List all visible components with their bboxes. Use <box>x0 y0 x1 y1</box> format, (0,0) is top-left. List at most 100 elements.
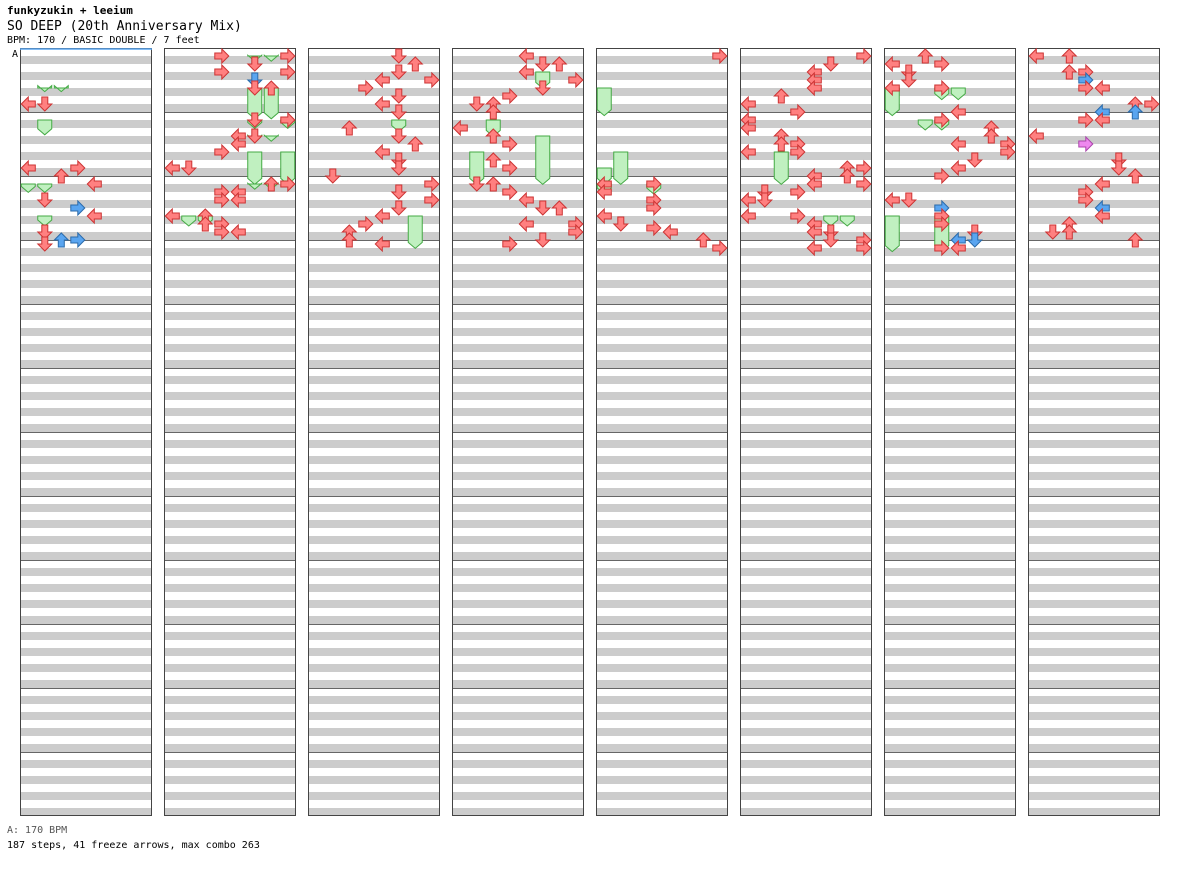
beat-stripe <box>164 584 296 592</box>
step-arrow <box>263 80 280 96</box>
beat-stripe <box>20 56 152 64</box>
beat-stripe <box>596 232 728 240</box>
beat-stripe <box>452 792 584 800</box>
beat-stripe <box>596 264 728 272</box>
beat-stripe <box>164 552 296 560</box>
beat-stripe <box>1028 712 1160 720</box>
beat-stripe <box>740 600 872 608</box>
beat-stripe <box>164 264 296 272</box>
step-arrow <box>934 167 950 185</box>
step-arrow <box>518 47 534 65</box>
step-arrow <box>518 215 534 233</box>
beat-stripe <box>452 184 584 192</box>
beat-stripe <box>452 88 584 96</box>
step-arrow <box>53 232 70 248</box>
step-arrow <box>324 168 342 184</box>
beat-stripe <box>884 536 1016 544</box>
step-arrow <box>773 88 790 104</box>
beat-stripe <box>164 456 296 464</box>
beat-stripe <box>164 616 296 624</box>
beat-stripe <box>596 552 728 560</box>
beat-stripe <box>884 424 1016 432</box>
beat-stripe <box>164 504 296 512</box>
step-arrow <box>1078 79 1094 97</box>
beat-stripe <box>596 568 728 576</box>
step-arrow <box>358 79 374 97</box>
step-arrow <box>712 239 728 257</box>
step-arrow <box>518 63 534 81</box>
freeze-arrow <box>884 215 900 253</box>
beat-stripe <box>1028 488 1160 496</box>
step-arrow <box>468 176 486 192</box>
beat-stripe <box>740 712 872 720</box>
beat-stripe <box>740 296 872 304</box>
beat-stripe <box>308 568 440 576</box>
beat-stripe <box>1028 328 1160 336</box>
step-arrow <box>773 136 790 152</box>
beat-stripe <box>1028 536 1160 544</box>
freeze-arrow <box>20 183 36 194</box>
bpm-marker: A <box>12 49 18 60</box>
beat-stripe <box>596 456 728 464</box>
beat-stripe <box>884 696 1016 704</box>
beat-stripe <box>1028 184 1160 192</box>
beat-stripe <box>740 72 872 80</box>
beat-stripe <box>308 808 440 816</box>
beat-stripe <box>20 712 152 720</box>
beat-stripe <box>740 232 872 240</box>
step-arrow <box>390 104 408 120</box>
beat-stripe <box>740 136 872 144</box>
song-title: SO DEEP (20th Anniversary Mix) <box>7 19 242 34</box>
beat-stripe <box>596 440 728 448</box>
beat-stripe <box>452 344 584 352</box>
beat-stripe <box>1028 776 1160 784</box>
freeze-arrow <box>181 215 197 227</box>
freeze-arrow <box>917 119 933 131</box>
step-arrow <box>70 231 86 249</box>
beat-stripe <box>884 616 1016 624</box>
beat-stripe <box>740 504 872 512</box>
beat-stripe <box>20 504 152 512</box>
step-arrow <box>917 48 934 64</box>
step-arrow <box>20 159 36 177</box>
beat-stripe <box>596 760 728 768</box>
step-arrow <box>856 159 872 177</box>
step-arrow <box>1078 111 1094 129</box>
step-arrow <box>568 223 584 241</box>
beat-stripe <box>20 696 152 704</box>
beat-stripe <box>884 216 1016 224</box>
step-arrow <box>424 71 440 89</box>
beat-stripe <box>308 184 440 192</box>
beat-stripe <box>596 424 728 432</box>
beat-stripe <box>740 360 872 368</box>
beat-stripe <box>164 536 296 544</box>
beat-stripe <box>596 72 728 80</box>
beat-stripe <box>164 600 296 608</box>
step-arrow <box>246 56 264 72</box>
beat-stripe <box>308 56 440 64</box>
beat-stripe <box>20 264 152 272</box>
beat-stripe <box>452 376 584 384</box>
beat-stripe <box>1028 504 1160 512</box>
beat-stripe <box>884 104 1016 112</box>
beat-stripe <box>452 488 584 496</box>
bpm-legend: A: 170 BPM <box>7 825 68 836</box>
beat-stripe <box>20 616 152 624</box>
step-arrow <box>983 128 1000 144</box>
beat-stripe <box>884 712 1016 720</box>
beat-stripe <box>164 792 296 800</box>
beat-stripe <box>740 152 872 160</box>
beat-stripe <box>164 56 296 64</box>
beat-stripe <box>596 616 728 624</box>
beat-stripe <box>452 744 584 752</box>
step-arrow <box>390 64 408 80</box>
beat-stripe <box>164 680 296 688</box>
beat-stripe <box>164 408 296 416</box>
beat-stripe <box>596 104 728 112</box>
beat-stripe <box>452 472 584 480</box>
beat-stripe <box>740 520 872 528</box>
beat-stripe <box>452 408 584 416</box>
freeze-arrow <box>823 215 839 227</box>
beat-stripe <box>1028 664 1160 672</box>
step-arrow <box>934 55 950 73</box>
